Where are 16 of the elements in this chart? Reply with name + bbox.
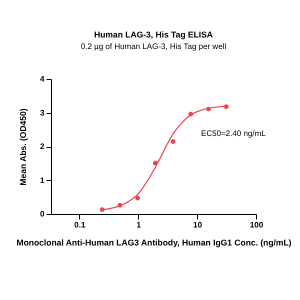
y-tick-label: 0: [40, 210, 46, 218]
y-axis-title: Mean Abs. (OD450): [18, 108, 28, 186]
x-axis-title: Monoclonal Anti-Human LAG3 Antibody, Human IgG1 Conc. (ng/mL): [16, 238, 292, 248]
chart-title: Human LAG-3, His Tag ELISA: [94, 30, 213, 40]
y-tick-label: 3: [40, 108, 46, 118]
y-tick-label: 2: [40, 142, 46, 151]
chart-subtitle: 0.2 µg of Human LAG-3, His Tag per well: [80, 42, 226, 51]
x-tick-label: 0.1: [74, 220, 86, 230]
x-tick-label: 1: [136, 220, 142, 230]
point: [135, 196, 140, 200]
annotation: EC50=2.40 ng/mL: [201, 129, 266, 138]
x-tick-label: 100: [250, 220, 264, 230]
x-tick-label: 10: [193, 220, 203, 230]
point: [170, 139, 176, 144]
y-tick-label: 1: [40, 176, 46, 185]
y-tick-label: 4: [40, 74, 46, 84]
